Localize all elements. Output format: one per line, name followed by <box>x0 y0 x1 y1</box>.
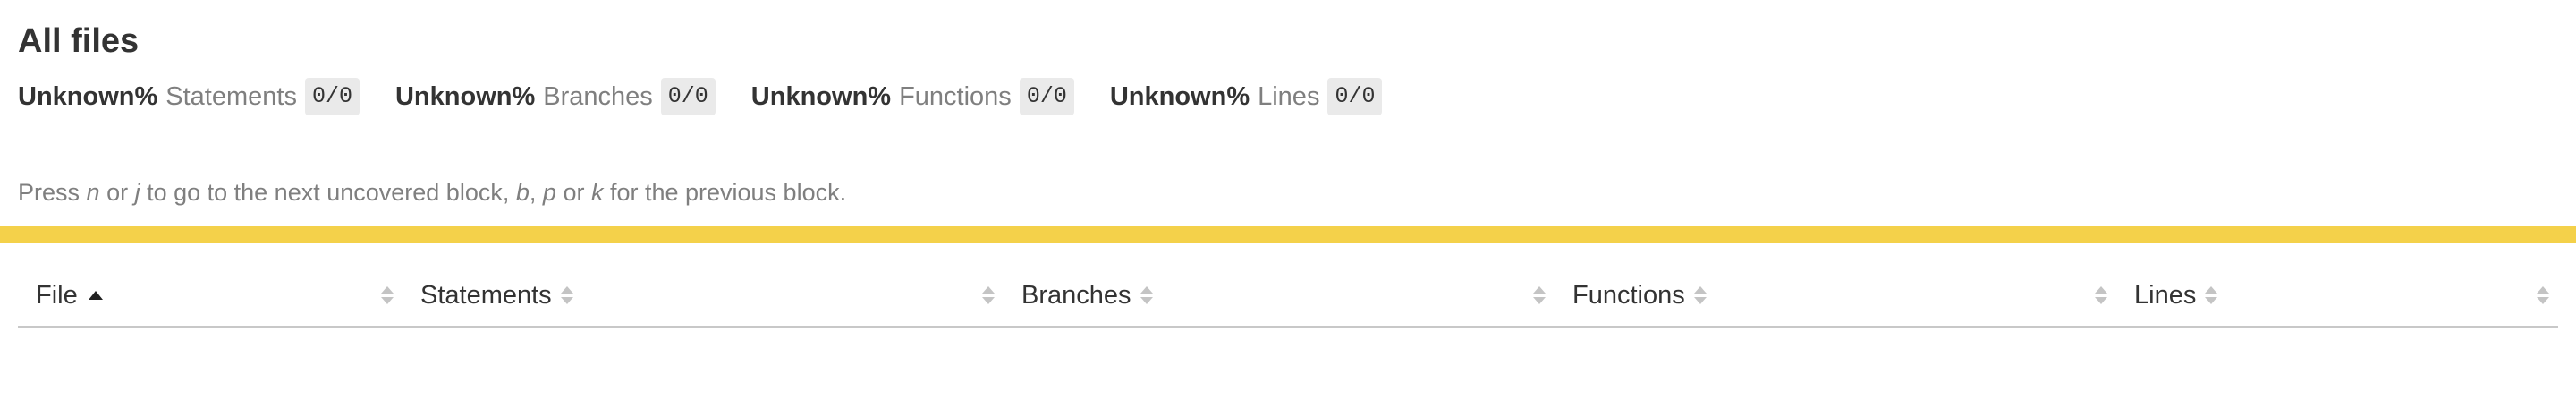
help-text-part: for the previous block. <box>603 179 847 206</box>
coverage-summary: Unknown% Statements 0/0 Unknown% Branche… <box>18 77 1418 116</box>
column-label: File <box>36 280 78 310</box>
column-label: Branches <box>1021 280 1131 310</box>
help-key: b <box>515 179 530 206</box>
column-header-lines[interactable]: Lines <box>2116 265 2558 326</box>
metric-fraction-badge: 0/0 <box>660 78 716 115</box>
column-header-functions[interactable]: Functions <box>1555 265 2116 326</box>
metric-functions: Unknown% Functions 0/0 <box>751 77 1074 116</box>
sort-arrows-icon <box>2205 285 2218 306</box>
sort-arrows-icon <box>982 285 995 306</box>
help-key: p <box>542 179 556 206</box>
triangle-up-icon <box>88 291 103 300</box>
column-header-branches[interactable]: Branches <box>1004 265 1555 326</box>
metric-percent: Unknown% <box>394 82 536 111</box>
sort-arrows-icon <box>560 285 573 306</box>
keyboard-help-text: Press n or j to go to the next uncovered… <box>18 176 846 208</box>
help-text-part: or <box>555 179 591 206</box>
metric-fraction-badge: 0/0 <box>1327 78 1383 115</box>
help-text-part: , <box>529 179 543 206</box>
sort-arrows-icon <box>1533 285 1546 306</box>
help-text-part: or <box>99 179 135 206</box>
help-key: n <box>86 179 100 206</box>
sort-arrows-icon <box>381 285 394 306</box>
metric-percent: Unknown% <box>1109 82 1250 111</box>
metric-lines: Unknown% Lines 0/0 <box>1110 77 1383 116</box>
metric-percent: Unknown% <box>18 82 158 111</box>
sort-arrows-icon <box>2095 285 2107 306</box>
coverage-status-bar <box>0 226 2576 243</box>
metric-fraction-badge: 0/0 <box>304 78 360 115</box>
metric-branches: Unknown% Branches 0/0 <box>395 77 716 116</box>
metric-fraction-badge: 0/0 <box>1019 78 1074 115</box>
metric-label: Statements <box>165 82 297 111</box>
page-title: All files <box>18 22 140 60</box>
metric-percent: Unknown% <box>750 82 892 111</box>
column-label: Statements <box>420 280 552 310</box>
metric-label: Lines <box>1258 82 1320 111</box>
metric-label: Branches <box>543 82 653 111</box>
column-label: Functions <box>1572 280 1685 310</box>
sort-arrows-icon <box>2537 285 2549 306</box>
column-header-statements[interactable]: Statements <box>402 265 1004 326</box>
column-label: Lines <box>2134 280 2197 310</box>
sort-arrows-icon <box>1693 285 1707 306</box>
metric-label: Functions <box>899 82 1012 111</box>
coverage-table-header: File Statements Branches Functions Lines <box>18 265 2558 328</box>
column-header-file[interactable]: File <box>18 265 402 326</box>
help-key: k <box>590 179 604 206</box>
help-text-part: Press <box>18 179 87 206</box>
sort-arrows-icon <box>1140 285 1153 306</box>
metric-statements: Unknown% Statements 0/0 <box>18 77 360 116</box>
help-text-part: to go to the next uncovered block, <box>140 179 516 206</box>
help-key: j <box>134 179 140 206</box>
